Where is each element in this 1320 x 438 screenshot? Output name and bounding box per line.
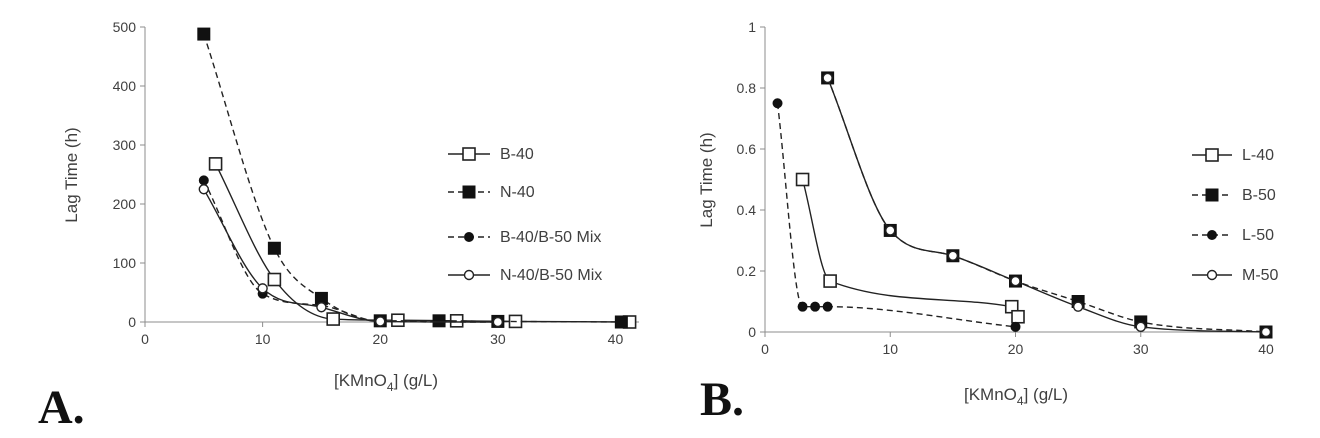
legend-entry: L-50 (1192, 227, 1274, 244)
legend-label: L-40 (1242, 147, 1274, 164)
data-point (822, 301, 833, 312)
data-point (316, 302, 327, 313)
data-point (1072, 301, 1084, 312)
x-tick-label: 0 (141, 331, 149, 347)
y-axis-label: Lag Time (h) (62, 127, 81, 222)
data-point (823, 274, 837, 288)
series-n-40-b-50-mix (198, 184, 504, 328)
series-line (801, 179, 1019, 318)
x-tick-label: 30 (1133, 341, 1149, 357)
y-tick-label: 100 (113, 255, 137, 271)
data-point (198, 175, 209, 186)
x-tick-label: 40 (1258, 341, 1274, 357)
data-point (197, 27, 211, 41)
data-point (198, 184, 210, 195)
series-l-50 (772, 98, 1021, 332)
data-point (614, 315, 628, 329)
data-point (1135, 321, 1146, 333)
series-l-40 (795, 172, 1025, 324)
legend-label: L-50 (1242, 227, 1274, 244)
legend-marker (1205, 188, 1219, 202)
data-point (267, 272, 282, 287)
legend-label: B-50 (1242, 187, 1276, 204)
series-m-50 (822, 72, 1272, 338)
chart-panel-1: 0 100 200 300 400 500 0 10 20 30 40 Lag Time (h) [KM… (38, 19, 639, 434)
legend-marker (464, 232, 474, 242)
legend-label: M-50 (1242, 267, 1279, 284)
series-b-50 (821, 71, 1273, 339)
x-tick-label: 10 (255, 331, 271, 347)
y-tick-label: 0.6 (737, 141, 757, 157)
y-tick-label: 0 (748, 324, 756, 340)
legend-marker (462, 185, 476, 199)
y-tick-label: 1 (748, 19, 756, 35)
legend-entry: N-40/B-50 Mix (448, 267, 602, 284)
x-axis-label: [KMnO4] (g/L) (964, 385, 1068, 408)
data-point (795, 172, 810, 187)
x-tick-label: 0 (761, 341, 769, 357)
y-axis-label: Lag Time (h) (697, 132, 716, 227)
y-tick-label: 500 (113, 19, 137, 35)
data-point (810, 301, 821, 312)
y-tick-label: 300 (113, 137, 137, 153)
legend-label: B-40 (500, 146, 534, 163)
data-point (822, 72, 833, 84)
y-tick-label: 0.8 (737, 80, 757, 96)
y-tick-label: 0.2 (737, 263, 757, 279)
legend-entry: N-40 (448, 184, 535, 201)
x-tick-label: 30 (490, 331, 506, 347)
data-point (947, 250, 959, 261)
legend-label: N-40 (500, 184, 535, 201)
data-point (1011, 309, 1025, 324)
series-line (203, 33, 622, 323)
legend-label: N-40/B-50 Mix (500, 267, 602, 284)
data-point (492, 316, 504, 328)
legend-marker (1206, 269, 1218, 281)
legend-marker (1207, 230, 1217, 240)
data-point (1010, 275, 1021, 287)
data-point (1260, 326, 1272, 338)
x-tick-label: 20 (1008, 341, 1024, 357)
legend-entry: B-40/B-50 Mix (448, 229, 601, 246)
legend-marker (1205, 148, 1219, 162)
data-point (208, 157, 223, 171)
legend-entry: L-40 (1192, 147, 1274, 164)
series-b-40-b-50-mix (198, 175, 503, 327)
data-point (1010, 321, 1021, 332)
y-tick-label: 400 (113, 78, 137, 94)
series-line (203, 180, 498, 323)
x-axis-label: [KMnO4] (g/L) (334, 371, 438, 394)
series-line (776, 103, 1016, 328)
data-point (772, 98, 783, 109)
data-point (267, 241, 281, 255)
y-tick-label: 0.4 (737, 202, 757, 218)
series-line (826, 77, 1267, 333)
series-line (203, 188, 498, 323)
panel-label: B. (700, 373, 744, 426)
x-tick-label: 40 (608, 331, 624, 347)
legend-label: B-40/B-50 Mix (500, 229, 601, 246)
data-point (885, 225, 896, 236)
panel-label: A. (38, 381, 85, 434)
legend-marker (463, 269, 475, 281)
legend-entry: B-40 (448, 146, 534, 163)
legend-entry: B-50 (1192, 187, 1276, 204)
data-point (797, 301, 808, 312)
data-point (326, 312, 340, 326)
legend-entry: M-50 (1192, 267, 1279, 284)
data-point (375, 316, 386, 327)
legend-marker (462, 147, 476, 161)
x-tick-label: 10 (882, 341, 898, 357)
y-tick-label: 200 (113, 196, 137, 212)
data-point (432, 314, 446, 328)
x-tick-label: 20 (372, 331, 388, 347)
data-point (257, 283, 268, 294)
y-tick-label: 0 (128, 314, 136, 330)
